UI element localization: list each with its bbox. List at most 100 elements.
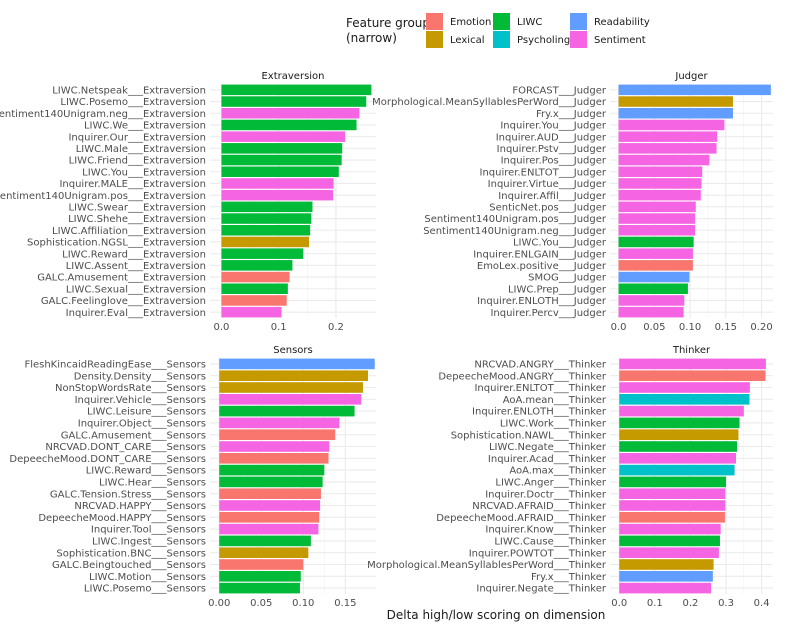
bar xyxy=(618,295,685,306)
bar xyxy=(221,166,339,178)
bar xyxy=(619,417,740,429)
category-label: DepeecheMood.ANGRY___Thinker xyxy=(438,371,607,382)
bar xyxy=(219,464,325,476)
category-label: LIWC.Anger___Thinker xyxy=(495,478,607,489)
x-tick-label: 0.15 xyxy=(715,322,737,333)
bar xyxy=(619,382,750,393)
legend-label-readability: Readability xyxy=(594,17,650,28)
category-label: DepeecheMood.HAPPY___Sensors xyxy=(38,513,206,524)
category-label: SenticNet.pos___Judger xyxy=(489,202,607,213)
x-tick-label: 0.0 xyxy=(213,322,229,333)
category-label: LIWC.Hear___Sensors xyxy=(99,478,206,489)
category-label: NRCVAD.DONT_CARE___Sensors xyxy=(45,442,206,453)
bar xyxy=(219,405,355,417)
category-label: Sentiment140Unigram.neg___Extraversion xyxy=(0,109,206,120)
bar xyxy=(619,464,735,476)
panel-judger: Judger 0.0 0.05 0.10 0.15 0.20 FORCAST___Judge… xyxy=(372,71,773,333)
panel-extraversion: Extraversion 0.0 0.1 0.2 LIWC.Netspeak___Ext… xyxy=(0,71,376,333)
bar xyxy=(619,393,750,405)
category-label: NRCVAD.ANGRY___Thinker xyxy=(474,360,606,371)
bar xyxy=(221,306,282,318)
bar xyxy=(619,500,726,511)
category-label: LIWC.Ingest___Sensors xyxy=(92,537,206,548)
legend-label-sentiment: Sentiment xyxy=(594,35,646,46)
category-label: Inquirer.AUD___Judger xyxy=(496,132,607,143)
legend: Feature group (narrow) Emotion Lexical LIW… xyxy=(346,13,650,48)
bar xyxy=(219,511,320,523)
category-label: Sentiment140Unigram.pos___Extraversion xyxy=(0,191,206,202)
bar xyxy=(219,382,363,393)
category-label: LIWC.Netspeak___Extraversion xyxy=(52,85,206,96)
category-label: NRCVAD.AFRAID___Thinker xyxy=(472,501,607,512)
panels: Extraversion 0.0 0.1 0.2 LIWC.Netspeak___Ext… xyxy=(0,71,773,609)
category-label: GALC.Amusement___Extraversion xyxy=(37,273,206,284)
bar xyxy=(219,523,319,535)
bar xyxy=(219,500,321,511)
x-tick-label: 0.2 xyxy=(682,598,698,609)
category-label: Sophistication.NAWL___Thinker xyxy=(451,430,607,441)
bar xyxy=(619,582,712,594)
category-label: LIWC.Cause___Thinker xyxy=(494,537,607,548)
category-label: Inquirer.ENLGAIN___Judger xyxy=(473,249,607,260)
bar xyxy=(618,143,717,154)
bar xyxy=(619,511,725,523)
bar xyxy=(221,260,293,271)
category-label: Inquirer.Acad___Thinker xyxy=(488,454,607,465)
category-label: Inquirer.Percv___Judger xyxy=(490,308,606,319)
bar xyxy=(219,429,336,441)
bar xyxy=(619,429,739,441)
panel-title-extraversion: Extraversion xyxy=(261,71,324,82)
category-label: Inquirer.MALE___Extraversion xyxy=(59,179,206,190)
bar xyxy=(618,178,702,189)
panel-title-thinker: Thinker xyxy=(672,345,711,356)
bar xyxy=(219,559,304,570)
category-label: Fry.x___Judger xyxy=(536,109,607,120)
category-label: LIWC.Work___Thinker xyxy=(500,419,607,430)
bar xyxy=(219,358,375,370)
legend-title-line1: Feature group xyxy=(346,16,430,30)
category-label: LIWC.You___Extraversion xyxy=(82,167,206,178)
category-label: DepeecheMood.AFRAID___Thinker xyxy=(436,513,607,524)
x-tick-label: 0.00 xyxy=(208,598,230,609)
bar xyxy=(221,96,367,107)
category-label: SMOG___Judger xyxy=(528,273,607,284)
bar xyxy=(619,370,766,382)
bar xyxy=(219,370,369,382)
bar xyxy=(221,201,313,213)
bar xyxy=(619,405,744,417)
category-label: Inquirer.Pstv___Judger xyxy=(497,144,607,155)
x-tick-label: 0.10 xyxy=(679,322,701,333)
x-tick-label: 0.15 xyxy=(334,598,356,609)
legend-swatch-liwc xyxy=(493,13,510,30)
legend-swatch-sentiment xyxy=(570,31,587,48)
bar xyxy=(619,358,766,370)
category-label: LIWC.Posemo___Sensors xyxy=(84,584,206,595)
category-label: Inquirer.Tool___Sensors xyxy=(91,525,206,536)
legend-title-line2: (narrow) xyxy=(346,31,397,45)
bar xyxy=(221,271,290,283)
category-label: Morphological.MeanSyllablesPerWord___Jud… xyxy=(372,97,607,108)
bar xyxy=(219,452,329,464)
bar xyxy=(221,84,372,96)
x-tick-label: 0.1 xyxy=(271,322,287,333)
bar xyxy=(618,166,703,178)
legend-label-liwc: LIWC xyxy=(517,17,542,28)
x-tick-label: 0.10 xyxy=(292,598,314,609)
category-label: LIWC.Reward___Sensors xyxy=(86,466,206,477)
bar xyxy=(618,84,771,96)
bar xyxy=(221,189,334,201)
bar xyxy=(618,236,694,248)
category-label: Fry.x___Thinker xyxy=(531,572,607,583)
panel-title-sensors: Sensors xyxy=(273,345,313,356)
category-label: NonStopWordsRate___Sensors xyxy=(55,383,206,394)
bar xyxy=(619,535,720,547)
category-label: GALC.Tension.Stress___Sensors xyxy=(50,489,206,500)
category-label: Sophistication.NGSL___Extraversion xyxy=(27,238,206,249)
category-label: LIWC.Shehe___Extraversion xyxy=(68,214,206,225)
bar xyxy=(221,236,310,248)
bar xyxy=(219,488,321,500)
category-label: Inquirer.You___Judger xyxy=(500,121,607,132)
bar xyxy=(618,96,733,107)
category-label: LIWC.Sexual___Extraversion xyxy=(66,284,206,295)
category-label: EmoLex.positive___Judger xyxy=(477,261,607,272)
